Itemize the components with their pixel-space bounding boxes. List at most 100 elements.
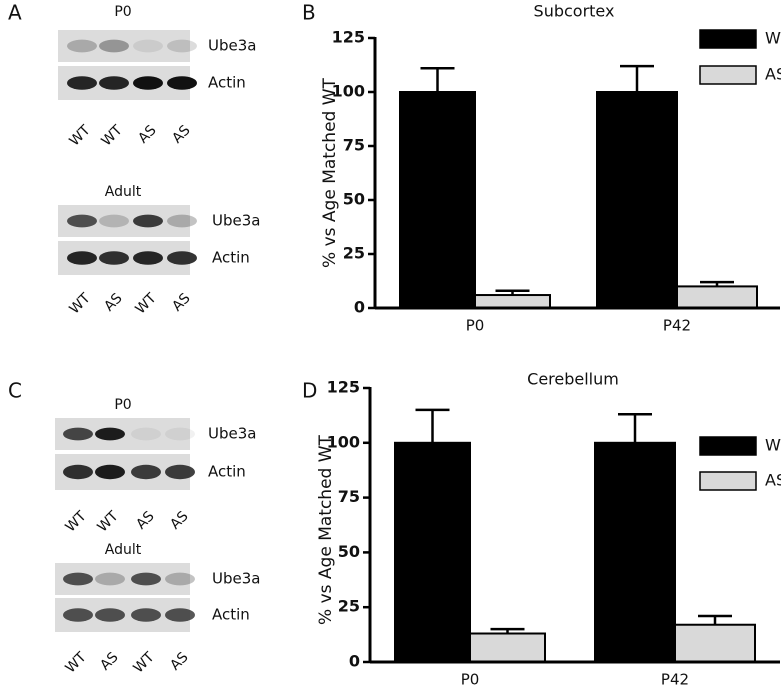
bar <box>474 294 551 310</box>
blot-band <box>95 608 125 622</box>
lane-label: AS <box>169 122 193 146</box>
bar <box>394 441 471 663</box>
blot-strip <box>58 30 190 62</box>
y-tick-label: 50 <box>343 190 365 209</box>
y-axis-label: % vs Age Matched WT <box>320 77 340 267</box>
lane-label: AS <box>133 508 157 532</box>
blot-row-label: Actin <box>212 606 250 624</box>
blot-row-label: Actin <box>208 74 246 92</box>
blot-row-label: Ube3a <box>208 37 256 55</box>
legend-swatch <box>699 29 757 49</box>
lane-label: WT <box>66 290 93 317</box>
y-tick-label: 100 <box>327 432 360 451</box>
lane-label: WT <box>62 508 89 535</box>
y-tick-label: 75 <box>338 487 360 506</box>
legend-label: AS <box>765 471 781 490</box>
blot-band <box>99 76 129 90</box>
blot-band <box>165 608 195 622</box>
blot-band <box>165 427 195 441</box>
legend-swatch <box>699 436 757 456</box>
lane-label: WT <box>130 649 157 676</box>
blot-band <box>131 464 161 480</box>
blot-band <box>63 572 93 586</box>
y-axis-label: % vs Age Matched WT <box>316 434 336 624</box>
legend-swatch <box>699 471 757 491</box>
y-tick-label: 125 <box>327 378 360 397</box>
panel-letter: D <box>302 379 317 403</box>
y-tick-label: 25 <box>338 597 360 616</box>
lane-label: AS <box>101 290 125 314</box>
blot-row-label: Actin <box>212 249 250 267</box>
x-tick-label: P42 <box>661 671 689 685</box>
blot-band <box>67 214 97 228</box>
blot-title: P0 <box>114 397 131 413</box>
lane-label: WT <box>62 649 89 676</box>
y-tick-label: 0 <box>349 652 360 671</box>
blot-title: Adult <box>105 542 142 558</box>
chart-title: Cerebellum <box>527 370 619 389</box>
lane-label: WT <box>98 122 125 149</box>
legend-label: WT <box>765 29 781 48</box>
lane-label: AS <box>167 508 191 532</box>
panel-letter: B <box>302 1 316 25</box>
blot-row-label: Actin <box>208 463 246 481</box>
lane-label: WT <box>66 122 93 149</box>
y-tick-label: 50 <box>338 542 360 561</box>
bar <box>594 441 676 663</box>
panel-letter: A <box>8 1 22 25</box>
blot-band <box>67 251 97 265</box>
blot-band <box>167 251 197 265</box>
blot-band <box>63 608 93 622</box>
chart-title: Subcortex <box>534 2 615 21</box>
lane-label: AS <box>97 649 121 673</box>
x-tick-label: P0 <box>466 317 485 335</box>
bar <box>399 91 476 309</box>
bar <box>596 91 678 309</box>
lane-label: WT <box>132 290 159 317</box>
blot-band <box>165 572 195 586</box>
blot-band <box>95 464 125 480</box>
legend-swatch <box>699 65 757 85</box>
blot-band <box>133 251 163 265</box>
legend-label: WT <box>765 436 781 455</box>
y-tick-label: 0 <box>354 298 365 317</box>
y-tick-label: 75 <box>343 136 365 155</box>
bar <box>676 285 758 309</box>
blot-band <box>63 464 93 480</box>
y-tick-label: 25 <box>343 244 365 263</box>
blot-band <box>67 39 97 53</box>
bar <box>674 623 756 664</box>
blot-band <box>67 76 97 90</box>
lane-label: AS <box>169 290 193 314</box>
lane-label: AS <box>167 649 191 673</box>
lane-label: WT <box>94 508 121 535</box>
blot-band <box>133 214 163 228</box>
blot-title: P0 <box>114 4 131 20</box>
blot-band <box>165 464 195 480</box>
blot-band <box>133 39 163 53</box>
blot-band <box>63 427 93 441</box>
y-tick-label: 125 <box>332 28 365 47</box>
legend-label: AS <box>765 65 781 84</box>
blot-band <box>131 572 161 586</box>
lane-label: AS <box>135 122 159 146</box>
blot-band <box>131 608 161 622</box>
blot-band <box>99 251 129 265</box>
blot-row-label: Ube3a <box>208 425 256 443</box>
blot-band <box>167 214 197 228</box>
blot-band <box>95 427 125 441</box>
blot-row-label: Ube3a <box>212 570 260 588</box>
bar <box>469 632 546 664</box>
blot-band <box>99 39 129 53</box>
blot-band <box>167 39 197 53</box>
blot-band <box>167 76 197 90</box>
y-tick-label: 100 <box>332 82 365 101</box>
blot-row-label: Ube3a <box>212 212 260 230</box>
x-tick-label: P42 <box>663 317 691 335</box>
blot-band <box>131 427 161 441</box>
blot-band <box>133 76 163 90</box>
x-tick-label: P0 <box>461 671 480 685</box>
blot-title: Adult <box>105 184 142 200</box>
